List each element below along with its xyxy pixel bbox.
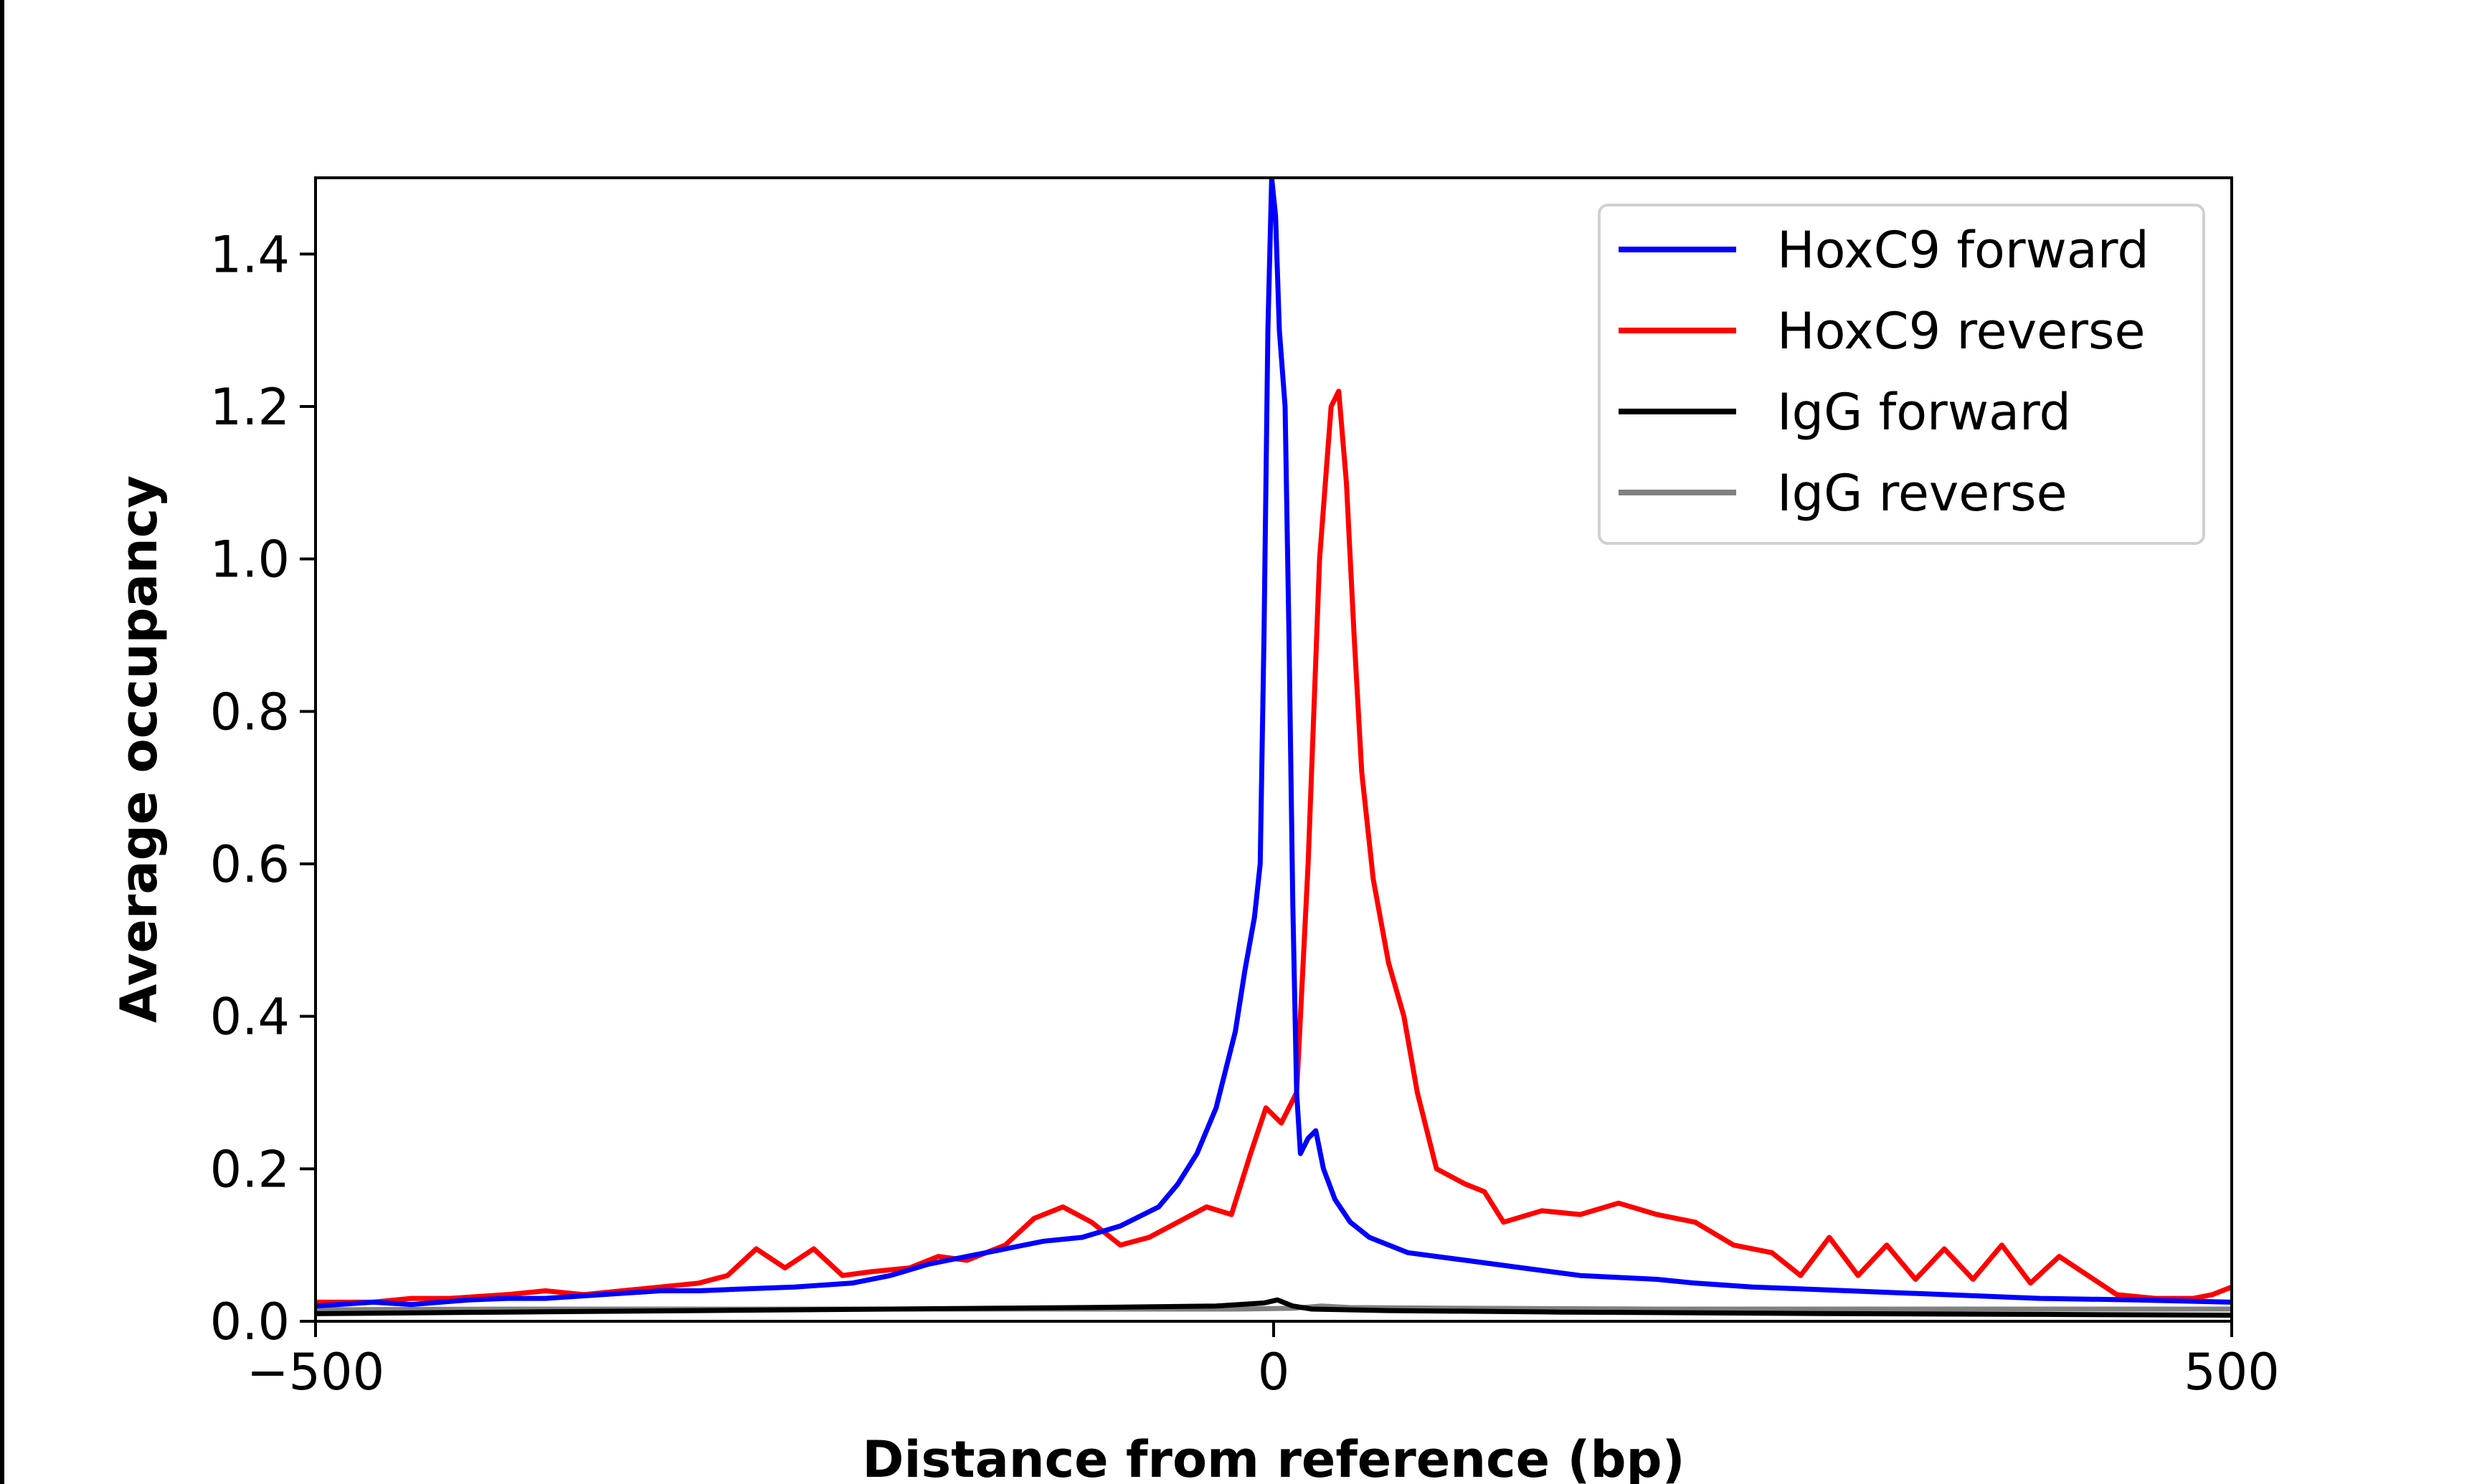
legend-label-hoxc9-forward: HoxC9 forward	[1777, 221, 2149, 280]
y-tick-label: 0.4	[210, 988, 290, 1047]
series-line-igg-forward	[316, 1297, 2232, 1318]
legend-frame	[1598, 204, 2205, 545]
left-edge-bar	[0, 0, 4, 1484]
series-line-hoxc9-forward	[316, 176, 2232, 1309]
y-axis-title: Average occupancy	[110, 475, 169, 1023]
y-tick-label: 0.6	[210, 835, 290, 894]
x-axis-title: Distance from reference (bp)	[862, 1430, 1685, 1484]
axis-ticks: −500 0 500 0.0 0.2 0.4 0.6 0.8 1.0 1.2 1.4	[210, 225, 2280, 1402]
y-tick-label: 0.8	[210, 682, 290, 741]
legend-label-igg-reverse: IgG reverse	[1777, 464, 2067, 523]
y-tick-label: 1.4	[210, 225, 290, 284]
legend: HoxC9 forward HoxC9 reverse IgG forward IgG…	[1598, 204, 2205, 545]
x-tick-label: 500	[2184, 1343, 2280, 1402]
x-tick-label: −500	[247, 1343, 384, 1402]
y-tick-label: 0.0	[210, 1293, 290, 1351]
series-line-hoxc9-reverse	[316, 389, 2232, 1305]
y-tick-label: 1.2	[210, 378, 290, 437]
x-tick-label: 0	[1258, 1343, 1290, 1402]
y-tick-label: 0.2	[210, 1140, 290, 1199]
legend-label-igg-forward: IgG forward	[1777, 383, 2071, 442]
legend-label-hoxc9-reverse: HoxC9 reverse	[1777, 302, 2146, 361]
series-layer	[316, 176, 2232, 1318]
y-tick-label: 1.0	[210, 531, 290, 589]
